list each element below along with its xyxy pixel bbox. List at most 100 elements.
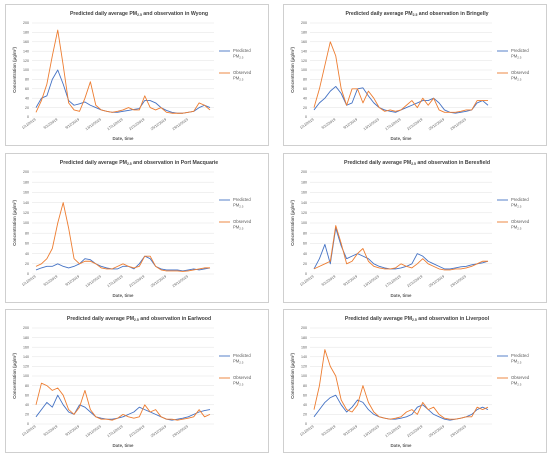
- y-tick-label: 80: [25, 231, 29, 235]
- chart-svg: Predicted daily average PM2.5 and observ…: [12, 11, 252, 141]
- y-tick-label: 140: [23, 49, 29, 53]
- y-tick-label: 200: [301, 21, 307, 25]
- y-tick-label: 200: [301, 326, 307, 330]
- y-tick-label: 180: [301, 180, 307, 184]
- chart-panel-port-macquarie: Predicted daily average PM2.5 and observ…: [5, 153, 269, 303]
- chart-svg: Predicted daily average PM2.5 and observ…: [290, 160, 530, 298]
- x-tick-label: 17/12/2019: [385, 425, 402, 439]
- series-line-predicted: [313, 85, 489, 114]
- x-tick-label: 1/12/2019: [299, 425, 314, 437]
- x-tick-label: 21/12/2019: [406, 425, 423, 439]
- y-tick-label: 60: [303, 242, 307, 246]
- legend-entry-label: Observed: [233, 375, 252, 380]
- y-tick-label: 60: [25, 393, 29, 397]
- y-tick-label: 80: [25, 384, 29, 388]
- x-axis-label: Date, time: [391, 293, 413, 298]
- x-tick-label: 21/12/2019: [128, 118, 145, 132]
- x-tick-label: 17/12/2019: [107, 118, 124, 132]
- y-tick-label: 120: [23, 211, 29, 215]
- x-tick-label: 21/12/2019: [128, 425, 145, 439]
- legend-entry-unit: PM2.5: [233, 54, 244, 60]
- legend-entry-label: Observed: [511, 219, 530, 224]
- y-tick-label: 40: [25, 252, 29, 256]
- chart-title: Predicted daily average PM2.5 and observ…: [60, 160, 218, 166]
- x-tick-label: 13/12/2019: [85, 425, 102, 439]
- y-tick-label: 200: [23, 170, 29, 174]
- y-tick-label: 60: [25, 87, 29, 91]
- y-tick-label: 180: [301, 31, 307, 35]
- x-tick-label: 21/12/2019: [128, 275, 145, 289]
- y-tick-label: 0: [27, 422, 29, 426]
- y-tick-label: 40: [303, 96, 307, 100]
- x-tick-label: 1/12/2019: [299, 275, 314, 287]
- y-tick-label: 40: [303, 252, 307, 256]
- y-tick-label: 100: [23, 374, 29, 378]
- y-tick-label: 0: [305, 422, 307, 426]
- y-tick-label: 180: [301, 336, 307, 340]
- x-tick-label: 13/12/2019: [363, 275, 380, 289]
- x-tick-label: 5/12/2019: [321, 275, 336, 287]
- series-line-observed: [313, 349, 489, 420]
- legend-entry-unit: PM2.5: [233, 381, 244, 387]
- y-tick-label: 80: [303, 231, 307, 235]
- y-tick-label: 120: [23, 365, 29, 369]
- x-axis-label: Date, time: [113, 136, 135, 141]
- y-tick-label: 160: [23, 191, 29, 195]
- x-tick-label: 21/12/2019: [406, 275, 423, 289]
- legend-entry-unit: PM2.5: [511, 54, 522, 60]
- y-tick-label: 40: [303, 403, 307, 407]
- y-tick-label: 160: [23, 40, 29, 44]
- legend-entry-label: Predicted: [511, 353, 529, 358]
- x-tick-label: 1/12/2019: [21, 425, 36, 437]
- x-tick-label: 29/12/2019: [172, 425, 189, 439]
- series-line-observed: [35, 382, 211, 421]
- y-tick-label: 0: [27, 115, 29, 119]
- y-tick-label: 140: [301, 201, 307, 205]
- chart-svg: Predicted daily average PM2.5 and observ…: [290, 316, 530, 448]
- legend-entry-unit: PM2.5: [511, 203, 522, 209]
- x-tick-label: 5/12/2019: [321, 118, 336, 130]
- y-tick-label: 0: [305, 115, 307, 119]
- series-line-observed: [35, 29, 211, 114]
- x-tick-label: 9/12/2019: [65, 425, 80, 437]
- x-tick-label: 29/12/2019: [172, 275, 189, 289]
- y-tick-label: 120: [23, 59, 29, 63]
- x-tick-label: 5/12/2019: [321, 425, 336, 437]
- x-tick-label: 29/12/2019: [450, 118, 467, 132]
- y-tick-label: 200: [23, 326, 29, 330]
- y-tick-label: 120: [301, 59, 307, 63]
- chart-panel-beresfield: Predicted daily average PM2.5 and observ…: [283, 153, 547, 303]
- series-line-observed: [313, 225, 488, 271]
- legend-entry-label: Observed: [233, 219, 252, 224]
- y-axis-label: Concentration (μg/m³): [12, 47, 17, 93]
- legend-entry-label: Predicted: [511, 48, 529, 53]
- y-tick-label: 80: [303, 78, 307, 82]
- y-tick-label: 180: [23, 31, 29, 35]
- series-line-predicted: [35, 255, 211, 272]
- series-line-predicted: [35, 394, 211, 421]
- legend-entry-label: Predicted: [233, 197, 251, 202]
- chart-svg: Predicted daily average PM2.5 and observ…: [290, 11, 530, 141]
- y-tick-label: 100: [301, 374, 307, 378]
- x-tick-label: 17/12/2019: [107, 425, 124, 439]
- x-tick-label: 25/12/2019: [428, 425, 445, 439]
- y-tick-label: 20: [303, 106, 307, 110]
- y-tick-label: 100: [23, 68, 29, 72]
- legend-entry-unit: PM2.5: [511, 76, 522, 82]
- y-tick-label: 80: [303, 384, 307, 388]
- x-tick-label: 17/12/2019: [107, 275, 124, 289]
- chart-title: Predicted daily average PM2.5 and observ…: [344, 160, 490, 166]
- chart-title: Predicted daily average PM2.5 and observ…: [67, 316, 211, 322]
- y-tick-label: 160: [301, 345, 307, 349]
- legend-entry-label: Observed: [511, 70, 530, 75]
- x-tick-label: 29/12/2019: [450, 425, 467, 439]
- y-tick-label: 200: [301, 170, 307, 174]
- x-tick-label: 25/12/2019: [428, 275, 445, 289]
- series-line-observed: [313, 41, 488, 113]
- x-tick-label: 29/12/2019: [172, 118, 189, 132]
- x-axis-label: Date, time: [113, 293, 135, 298]
- x-tick-label: 13/12/2019: [363, 425, 380, 439]
- x-tick-label: 9/12/2019: [65, 118, 80, 130]
- chart-panel-bringelly: Predicted daily average PM2.5 and observ…: [283, 4, 547, 146]
- x-tick-label: 13/12/2019: [85, 118, 102, 132]
